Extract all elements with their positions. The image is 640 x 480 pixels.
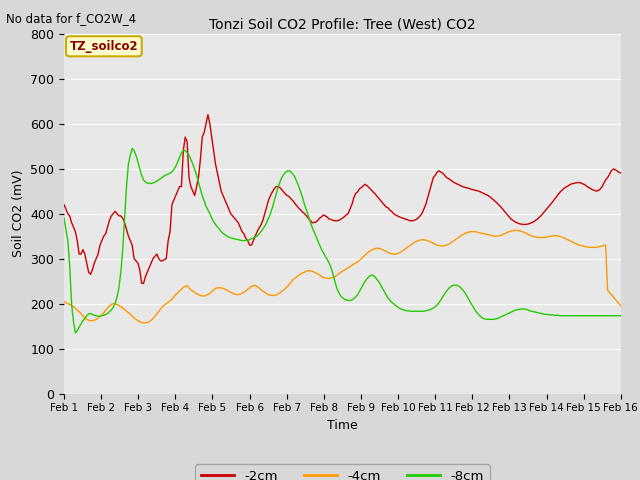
Title: Tonzi Soil CO2 Profile: Tree (West) CO2: Tonzi Soil CO2 Profile: Tree (West) CO2 [209, 17, 476, 31]
Y-axis label: Soil CO2 (mV): Soil CO2 (mV) [12, 170, 25, 257]
Text: TZ_soilco2: TZ_soilco2 [70, 40, 138, 53]
Legend: -2cm, -4cm, -8cm: -2cm, -4cm, -8cm [195, 464, 490, 480]
Text: No data for f_CO2W_4: No data for f_CO2W_4 [6, 12, 136, 25]
X-axis label: Time: Time [327, 419, 358, 432]
